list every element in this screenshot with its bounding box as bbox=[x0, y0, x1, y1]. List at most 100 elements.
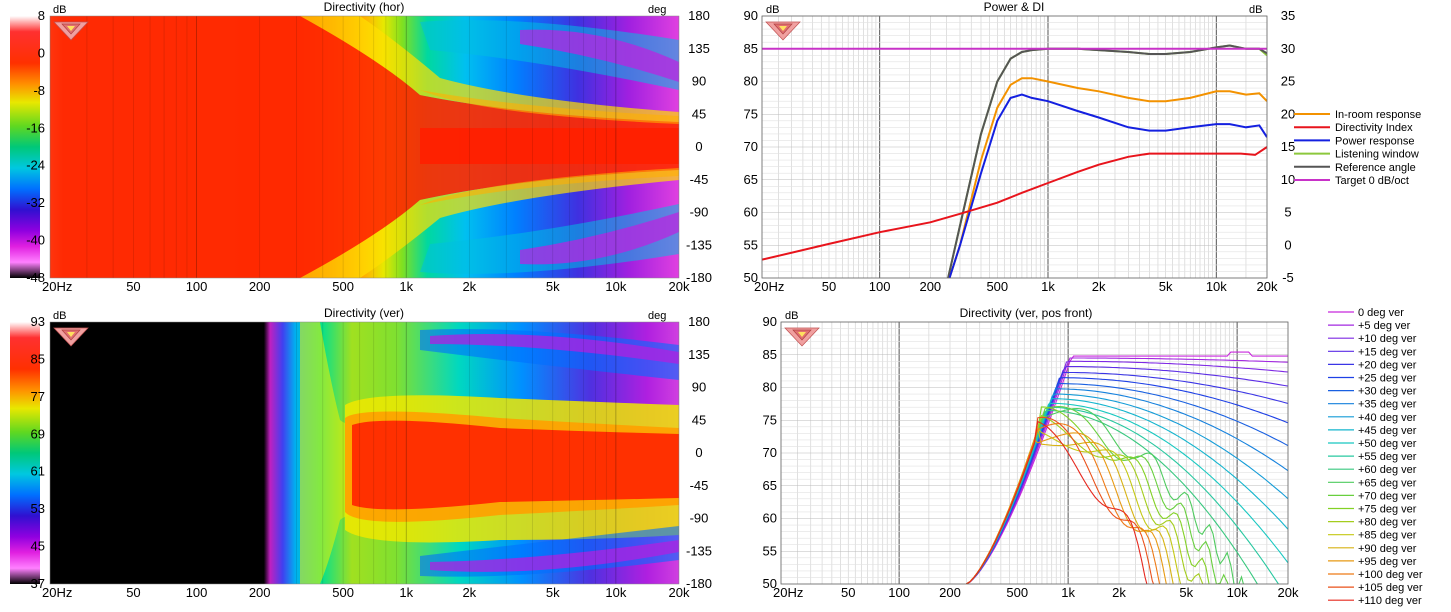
x-tick-label: 10k bbox=[605, 279, 626, 294]
legend-label: +80 deg ver bbox=[1358, 517, 1417, 529]
y-tick-label: -180 bbox=[686, 576, 712, 591]
heatmap-horizontal-panel: 8 0 -8 -16 -24 -32 -40 -48 dB Directivity (hor)… bbox=[10, 0, 712, 294]
y-tick-label: 90 bbox=[692, 380, 706, 395]
y-tick-label: -90 bbox=[690, 205, 709, 220]
colorbar-tick-label: 53 bbox=[31, 501, 45, 516]
colorbar-ver bbox=[10, 322, 40, 584]
y-tick-label: 180 bbox=[688, 314, 710, 329]
colorbar-hor-ticks: 8 0 -8 -16 -24 -32 -40 -48 bbox=[26, 8, 45, 285]
colorbar-tick-label: -16 bbox=[26, 120, 45, 135]
x-tick-label: 10k bbox=[605, 585, 626, 600]
colorbar-hor bbox=[10, 16, 40, 278]
y-tick-label: 25 bbox=[1281, 74, 1295, 89]
colorbar-tick-label: 37 bbox=[31, 576, 45, 591]
y-tick-label: 20 bbox=[1281, 106, 1295, 121]
y-tick-label: 70 bbox=[744, 139, 758, 154]
legend-label: +35 deg ver bbox=[1358, 399, 1417, 411]
vertical-front-legend: 0 deg ver+5 deg ver+10 deg ver+15 deg ve… bbox=[1328, 307, 1423, 607]
heatmap-ver-title: Directivity (ver) bbox=[324, 306, 404, 320]
series-line-ver-1 bbox=[966, 357, 1288, 584]
legend-label: +50 deg ver bbox=[1358, 438, 1417, 450]
colorbar-tick-label: -40 bbox=[26, 233, 45, 248]
power-di-right-ticks: 35 30 25 20 15 10 5 0 -5 bbox=[1281, 8, 1295, 285]
x-tick-label: 10k bbox=[1227, 585, 1248, 600]
series-line-ver-22 bbox=[966, 420, 1148, 584]
y-tick-label: 65 bbox=[763, 478, 777, 493]
power-di-panel: Power & DI dB dB 20Hz 50 100 200 500 1k 2k 5k 10… bbox=[744, 0, 1422, 294]
y-tick-label: -5 bbox=[1282, 270, 1294, 285]
legend-label: Listening window bbox=[1335, 149, 1419, 161]
y-tick-label: 90 bbox=[692, 74, 706, 89]
x-tick-label: 5k bbox=[546, 279, 560, 294]
x-tick-label: 20Hz bbox=[42, 585, 72, 600]
power-di-left-unit: dB bbox=[766, 4, 779, 16]
x-tick-label: 5k bbox=[1159, 279, 1173, 294]
y-tick-label: 60 bbox=[744, 205, 758, 220]
x-tick-label: 1k bbox=[399, 279, 413, 294]
y-tick-label: 55 bbox=[763, 543, 777, 558]
legend-label: +40 deg ver bbox=[1358, 412, 1417, 424]
x-tick-label: 500 bbox=[332, 279, 354, 294]
x-tick-label: 50 bbox=[822, 279, 836, 294]
x-tick-label: 200 bbox=[939, 585, 961, 600]
x-tick-label: 1k bbox=[1041, 279, 1055, 294]
y-tick-label: 5 bbox=[1284, 205, 1291, 220]
legend-label: +5 deg ver bbox=[1358, 320, 1411, 332]
legend-label: +30 deg ver bbox=[1358, 386, 1417, 398]
y-tick-label: 75 bbox=[744, 106, 758, 121]
series-line-in-room-response bbox=[948, 77, 1267, 278]
power-di-lines bbox=[762, 44, 1267, 278]
legend-label: +105 deg ver bbox=[1358, 582, 1423, 594]
y-tick-label: 60 bbox=[763, 511, 777, 526]
series-line-directivity-index bbox=[762, 146, 1267, 261]
x-tick-label: 20Hz bbox=[773, 585, 803, 600]
y-tick-label: -135 bbox=[686, 237, 712, 252]
y-tick-label: 80 bbox=[763, 380, 777, 395]
y-tick-label: 50 bbox=[744, 270, 758, 285]
y-tick-label: 10 bbox=[1281, 172, 1295, 187]
colorbar-tick-label: 85 bbox=[31, 351, 45, 366]
colorbar-hor-unit: dB bbox=[53, 4, 66, 16]
x-tick-label: 200 bbox=[249, 585, 271, 600]
legend-label: +90 deg ver bbox=[1358, 543, 1417, 555]
power-di-right-unit: dB bbox=[1249, 4, 1262, 16]
y-tick-label: 90 bbox=[763, 314, 777, 329]
legend-label: In-room response bbox=[1335, 109, 1421, 121]
x-tick-label: 200 bbox=[919, 279, 941, 294]
heatmap-hor-plot bbox=[50, 16, 679, 278]
legend-label: +60 deg ver bbox=[1358, 464, 1417, 476]
colorbar-tick-label: 0 bbox=[38, 45, 45, 60]
legend-label: Target 0 dB/oct bbox=[1335, 175, 1409, 187]
legend-label: +25 deg ver bbox=[1358, 373, 1417, 385]
colorbar-ver-unit: dB bbox=[53, 310, 66, 322]
x-tick-label: 100 bbox=[869, 279, 891, 294]
x-tick-label: 5k bbox=[1179, 585, 1193, 600]
x-tick-label: 100 bbox=[186, 585, 208, 600]
x-tick-label: 10k bbox=[1206, 279, 1227, 294]
y-tick-label: 0 bbox=[695, 445, 702, 460]
x-tick-label: 20k bbox=[1278, 585, 1299, 600]
y-tick-label: -45 bbox=[690, 478, 709, 493]
heatmap-vertical-panel: 93 85 77 69 61 53 45 37 dB Directivity (ver) de… bbox=[10, 306, 712, 600]
x-tick-label: 100 bbox=[888, 585, 910, 600]
y-tick-label: 65 bbox=[744, 172, 758, 187]
heatmap-ver-x-ticks: 20Hz 50 100 200 500 1k 2k 5k 10k 20k bbox=[42, 585, 690, 600]
series-line-reference-angle bbox=[947, 44, 1267, 278]
y-tick-label: 35 bbox=[1281, 8, 1295, 23]
heatmap-hor-title: Directivity (hor) bbox=[324, 0, 405, 14]
x-tick-label: 50 bbox=[841, 585, 855, 600]
x-tick-label: 500 bbox=[1006, 585, 1028, 600]
legend-label: +65 deg ver bbox=[1358, 477, 1417, 489]
speaker-logo-icon bbox=[765, 21, 801, 41]
x-tick-label: 50 bbox=[126, 585, 140, 600]
legend-label: Reference angle bbox=[1335, 162, 1416, 174]
x-tick-label: 5k bbox=[546, 585, 560, 600]
vertical-front-y-ticks: 90 85 80 75 70 65 60 55 50 bbox=[763, 314, 777, 591]
colorbar-tick-label: 8 bbox=[38, 8, 45, 23]
legend-label: +55 deg ver bbox=[1358, 451, 1417, 463]
y-tick-label: 15 bbox=[1281, 139, 1295, 154]
legend-label: +75 deg ver bbox=[1358, 504, 1417, 516]
heatmap-hor-y-unit: deg bbox=[648, 4, 666, 16]
